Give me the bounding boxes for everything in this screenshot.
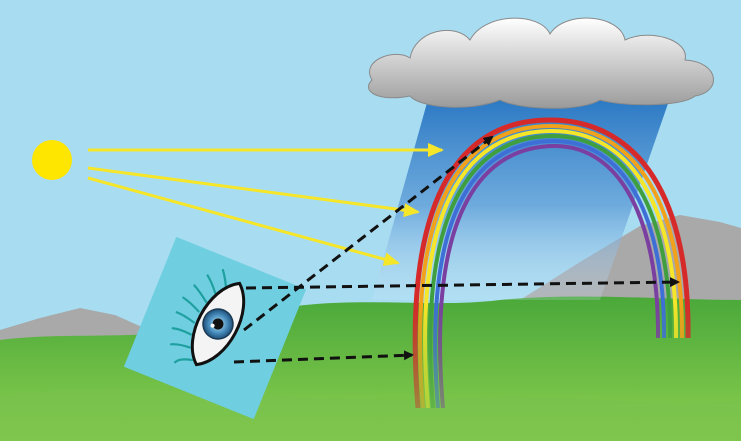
sun (32, 140, 72, 180)
observer-eye (169, 268, 246, 367)
sight-line-lower (233, 350, 414, 364)
sight-line-upper (243, 135, 494, 332)
sight-line-middle (245, 277, 680, 290)
eyelashes (169, 268, 228, 364)
grass-foreground (0, 390, 741, 441)
eye-glint (210, 323, 215, 328)
pupil (212, 318, 224, 330)
sun-ray-2 (87, 166, 420, 218)
sight-lines (233, 135, 680, 364)
rainbow-arc (412, 117, 691, 409)
rain-cloud (368, 17, 714, 109)
